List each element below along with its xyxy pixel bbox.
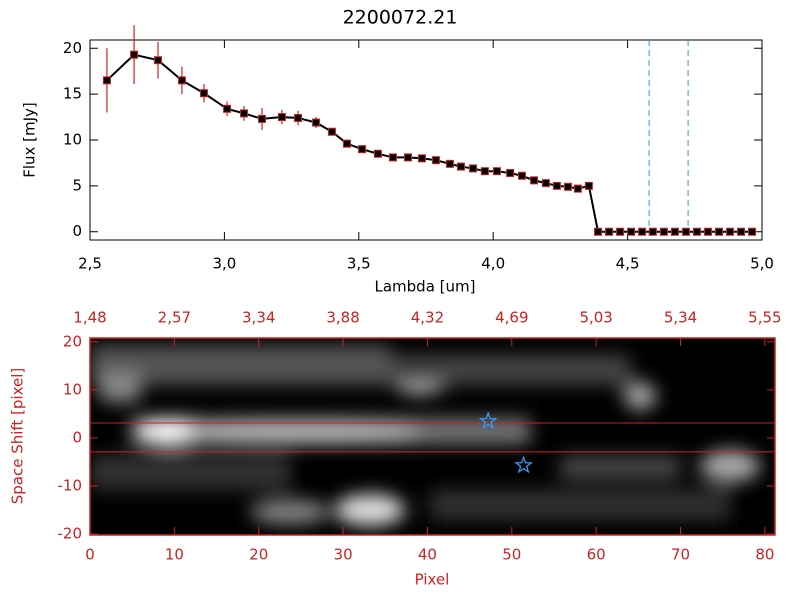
data-point bbox=[240, 109, 249, 118]
x-tick-label: 0 bbox=[85, 546, 95, 564]
data-point bbox=[627, 227, 636, 236]
x2-tick-label: 4,69 bbox=[495, 309, 528, 327]
data-point bbox=[492, 167, 501, 176]
x-tick-label: 10 bbox=[165, 546, 184, 564]
data-point bbox=[177, 76, 186, 85]
data-point bbox=[258, 114, 267, 123]
x-tick-label: 50 bbox=[502, 546, 521, 564]
x-tick-label: 2,5 bbox=[78, 255, 102, 273]
x-tick-label: 30 bbox=[334, 546, 353, 564]
data-point bbox=[605, 227, 614, 236]
data-point bbox=[726, 227, 735, 236]
data-point bbox=[692, 227, 701, 236]
data-point bbox=[594, 227, 603, 236]
y-tick-label: 10 bbox=[63, 380, 82, 398]
chart-title: 2200072.21 bbox=[343, 7, 458, 29]
spectrum-image bbox=[90, 338, 775, 535]
x2-tick-label: 4,32 bbox=[411, 309, 444, 327]
data-point bbox=[541, 179, 550, 188]
x2-tick-label: 1,48 bbox=[73, 309, 106, 327]
data-point bbox=[431, 156, 440, 165]
data-point bbox=[670, 227, 679, 236]
x-tick-label: 4,5 bbox=[616, 255, 640, 273]
data-point bbox=[638, 227, 647, 236]
x-axis-label: Pixel bbox=[415, 571, 450, 589]
y-tick-label: 20 bbox=[63, 39, 82, 57]
y-tick-label: -10 bbox=[58, 476, 83, 494]
x-tick-label: 5,0 bbox=[750, 255, 774, 273]
data-point bbox=[659, 227, 668, 236]
y-axis-label: Space Shift [pixel] bbox=[9, 368, 27, 505]
data-point bbox=[748, 227, 757, 236]
x2-tick-label: 3,34 bbox=[242, 309, 275, 327]
data-point bbox=[445, 159, 454, 168]
data-point bbox=[552, 181, 561, 190]
star-marker bbox=[514, 455, 534, 474]
data-point bbox=[130, 50, 139, 59]
x-tick-label: 40 bbox=[418, 546, 437, 564]
plot-frame bbox=[89, 337, 776, 536]
data-point bbox=[714, 227, 723, 236]
data-point bbox=[223, 104, 232, 113]
data-point bbox=[342, 139, 351, 148]
x-tick-label: 20 bbox=[249, 546, 268, 564]
x2-tick-label: 5,03 bbox=[579, 309, 612, 327]
data-point bbox=[327, 127, 336, 136]
x-tick-label: 3,5 bbox=[347, 255, 371, 273]
x-tick-label: 70 bbox=[671, 546, 690, 564]
data-point bbox=[403, 153, 412, 162]
data-point bbox=[102, 76, 111, 85]
data-point bbox=[648, 227, 657, 236]
data-point bbox=[584, 181, 593, 190]
data-point bbox=[480, 167, 489, 176]
y-tick-label: -20 bbox=[58, 525, 83, 543]
data-point bbox=[563, 182, 572, 191]
data-point bbox=[573, 184, 582, 193]
x-tick-label: 4,0 bbox=[481, 255, 505, 273]
y-tick-label: 0 bbox=[72, 222, 82, 240]
x-axis-label: Lambda [um] bbox=[375, 278, 476, 296]
y-tick-label: 5 bbox=[72, 176, 82, 194]
x-tick-label: 3,0 bbox=[212, 255, 236, 273]
data-point bbox=[388, 153, 397, 162]
data-point bbox=[456, 162, 465, 171]
y-tick-label: 15 bbox=[63, 85, 82, 103]
data-point bbox=[154, 56, 163, 65]
x2-tick-label: 2,57 bbox=[158, 309, 191, 327]
data-point bbox=[358, 145, 367, 154]
y-tick-label: 0 bbox=[72, 428, 82, 446]
data-point bbox=[469, 164, 478, 173]
x-tick-label: 60 bbox=[587, 546, 606, 564]
x2-tick-label: 5,55 bbox=[748, 309, 781, 327]
data-point bbox=[199, 89, 208, 98]
data-point bbox=[373, 149, 382, 158]
data-point bbox=[312, 118, 321, 127]
y-axis-label: Flux [mJy] bbox=[21, 102, 39, 178]
data-point bbox=[517, 171, 526, 180]
data-point bbox=[417, 154, 426, 163]
y-tick-label: 20 bbox=[63, 332, 82, 350]
data-point bbox=[506, 169, 515, 178]
x-tick-label: 80 bbox=[755, 546, 774, 564]
data-point bbox=[616, 227, 625, 236]
data-point bbox=[530, 176, 539, 185]
data-point bbox=[681, 227, 690, 236]
x2-tick-label: 5,34 bbox=[664, 309, 697, 327]
data-point bbox=[703, 227, 712, 236]
data-line bbox=[106, 53, 753, 233]
star-marker bbox=[478, 411, 498, 430]
y-tick-label: 10 bbox=[63, 131, 82, 149]
data-point bbox=[277, 113, 286, 122]
data-point bbox=[294, 113, 303, 122]
plot-frame bbox=[89, 39, 763, 241]
x2-tick-label: 3,88 bbox=[326, 309, 359, 327]
data-point bbox=[737, 227, 746, 236]
